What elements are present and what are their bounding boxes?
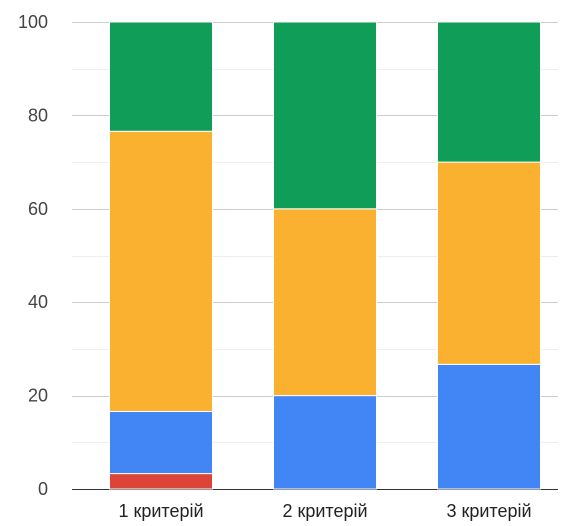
y-tick-label: 60 xyxy=(28,199,48,219)
y-tick-label: 40 xyxy=(28,292,48,312)
x-category-label: 2 критерій xyxy=(282,501,367,521)
bars xyxy=(109,21,541,490)
bar-segment[interactable] xyxy=(109,410,213,475)
x-category-label: 3 критерій xyxy=(446,501,531,521)
y-tick-label: 80 xyxy=(28,105,48,125)
bar-segment[interactable] xyxy=(437,363,541,490)
bar-segment[interactable] xyxy=(109,21,213,132)
bar-segment[interactable] xyxy=(437,161,541,365)
x-category-label: 1 критерій xyxy=(118,501,203,521)
bar-segment[interactable] xyxy=(273,395,377,490)
y-tick-label: 100 xyxy=(18,12,48,32)
y-tick-label: 20 xyxy=(28,386,48,406)
bar-segment[interactable] xyxy=(437,21,541,163)
bar-segment[interactable] xyxy=(273,208,377,397)
axes: 0 20 40 60 80 100 1 критерій 2 критерій 3 критер… xyxy=(18,12,532,521)
bar-segment[interactable] xyxy=(273,21,377,210)
y-tick-label: 0 xyxy=(38,479,48,499)
bar-segment[interactable] xyxy=(109,130,213,412)
bar-segment[interactable] xyxy=(109,473,213,490)
